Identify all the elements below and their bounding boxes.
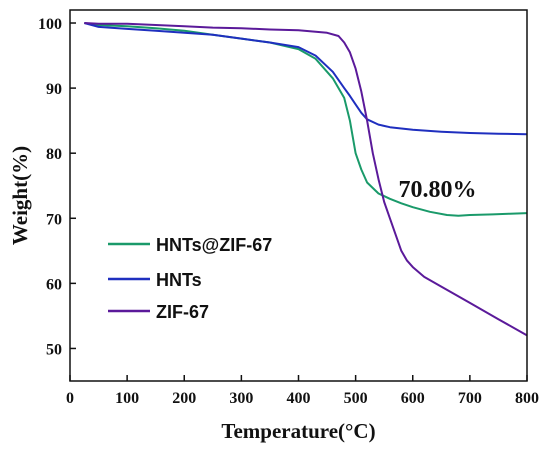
series-line-zif-67 (84, 22, 528, 337)
legend-label-hnts: HNTs (156, 270, 202, 290)
x-tick-label: 0 (66, 390, 74, 407)
x-tick-label: 800 (515, 390, 539, 407)
y-tick-label: 90 (46, 81, 62, 98)
y-tick-label: 70 (46, 211, 62, 228)
y-tick-label: 50 (46, 341, 62, 358)
y-axis-title: Weight(%) (8, 146, 32, 245)
x-tick-label: 100 (115, 390, 139, 407)
legend-label-hnts-zif-67: HNTs@ZIF-67 (156, 235, 272, 255)
x-tick-label: 500 (344, 390, 368, 407)
tick-labels: 0 100 200 300 400 500 600 700 800 50 60 70 80 90 100 (38, 16, 539, 407)
x-axis-title: Temperature(°C) (221, 419, 375, 443)
legend-label-zif-67: ZIF-67 (156, 302, 209, 322)
plot-lines (84, 22, 528, 337)
x-tick-label: 400 (287, 390, 311, 407)
x-tick-label: 700 (458, 390, 482, 407)
x-tick-label: 300 (229, 390, 253, 407)
legend: HNTs@ZIF-67 HNTs ZIF-67 (108, 235, 272, 322)
series-line-hnts (84, 22, 528, 136)
y-tick-label: 100 (38, 16, 62, 33)
x-tick-label: 600 (401, 390, 425, 407)
series-line-hnts-zif-67 (84, 22, 528, 217)
y-tick-label: 80 (46, 146, 62, 163)
annotation-label: 70.80% (398, 177, 476, 203)
x-tick-label: 200 (172, 390, 196, 407)
y-tick-label: 60 (46, 276, 62, 293)
axis-ticks (69, 22, 528, 381)
